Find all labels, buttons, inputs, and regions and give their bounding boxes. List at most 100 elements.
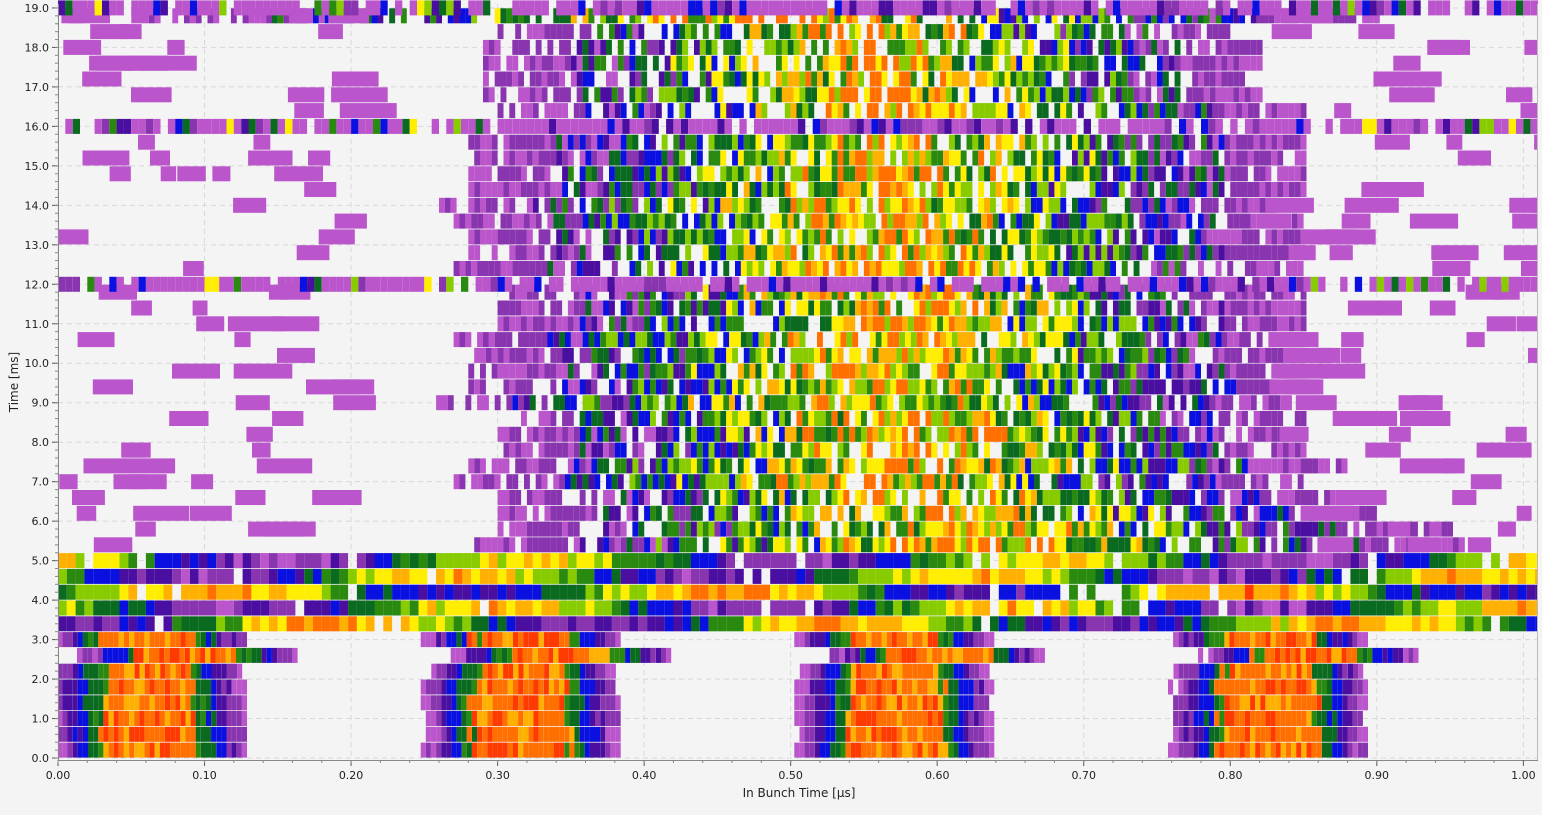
heatmap-cell <box>73 680 78 695</box>
heatmap-cell <box>67 601 76 616</box>
heatmap-cell <box>1337 743 1342 758</box>
heatmap-cell <box>671 395 677 410</box>
heatmap-cell <box>978 229 984 244</box>
heatmap-cell <box>688 332 694 347</box>
heatmap-cell <box>82 648 87 663</box>
heatmap-cell <box>1342 680 1347 695</box>
heatmap-cell <box>802 198 808 213</box>
heatmap-cell <box>902 695 907 710</box>
heatmap-cell <box>892 680 897 695</box>
heatmap-cell <box>838 427 844 442</box>
heatmap-cell <box>958 214 964 229</box>
heatmap-cell <box>996 411 1002 426</box>
heatmap-cell <box>124 680 129 695</box>
heatmap-cell <box>1274 277 1281 292</box>
heatmap-cell <box>830 695 835 710</box>
heatmap-cell <box>461 277 468 292</box>
heatmap-cell <box>539 427 545 442</box>
heatmap-cell <box>164 601 173 616</box>
heatmap-cell <box>153 277 160 292</box>
heatmap-cell <box>835 648 840 663</box>
heatmap-cell <box>1066 458 1072 473</box>
heatmap-cell <box>691 348 697 363</box>
heatmap-cell <box>858 616 867 631</box>
heatmap-cell <box>938 664 943 679</box>
heatmap-cell <box>68 743 73 758</box>
heatmap-cell <box>586 585 595 600</box>
heatmap-cell <box>1277 458 1283 473</box>
heatmap-cell <box>489 569 498 584</box>
heatmap-cell <box>744 379 750 394</box>
heatmap-cell <box>791 379 797 394</box>
heatmap-cell <box>1245 601 1254 616</box>
heatmap-cell <box>1016 569 1025 584</box>
heatmap-cell <box>814 443 820 458</box>
heatmap-cell <box>460 474 466 489</box>
heatmap-cell <box>1271 553 1280 568</box>
heatmap-cell <box>1101 316 1107 331</box>
heatmap-cell <box>817 261 823 276</box>
heatmap-cell <box>571 332 577 347</box>
heatmap-cell <box>165 632 170 647</box>
heatmap-cell <box>1078 411 1084 426</box>
heatmap-cell <box>1283 229 1289 244</box>
heatmap-cell <box>931 411 937 426</box>
heatmap-cell <box>523 695 528 710</box>
heatmap-cell <box>574 537 580 552</box>
heatmap-cell <box>703 245 709 260</box>
heatmap-cell <box>1096 537 1102 552</box>
heatmap-cell <box>832 569 841 584</box>
heatmap-cell <box>644 490 650 505</box>
heatmap-cell <box>656 198 662 213</box>
heatmap-cell <box>841 616 850 631</box>
heatmap-cell <box>1173 711 1178 726</box>
heatmap-cell <box>451 695 456 710</box>
heatmap-cell <box>1096 522 1102 537</box>
heatmap-cell <box>515 364 521 379</box>
heatmap-cell <box>961 229 967 244</box>
heatmap-cell <box>879 277 886 292</box>
heatmap-cell <box>890 198 896 213</box>
heatmap-cell <box>968 648 973 663</box>
heatmap-cell <box>782 261 788 276</box>
heatmap-cell <box>1060 379 1066 394</box>
heatmap-cell <box>706 332 712 347</box>
heatmap-cell <box>785 198 791 213</box>
heatmap-cell <box>650 198 656 213</box>
heatmap-cell <box>550 411 556 426</box>
heatmap-cell <box>1213 427 1219 442</box>
heatmap-cell <box>1230 277 1237 292</box>
heatmap-cell <box>656 569 665 584</box>
heatmap-cell <box>864 474 870 489</box>
heatmap-cell <box>866 680 871 695</box>
heatmap-cell <box>471 585 480 600</box>
heatmap-cell <box>1277 490 1283 505</box>
heatmap-cell <box>1046 332 1052 347</box>
heatmap-cell <box>1194 727 1199 742</box>
heatmap-cell <box>691 585 700 600</box>
heatmap-cell <box>1052 261 1058 276</box>
heatmap-cell <box>533 301 539 316</box>
heatmap-cell <box>1292 214 1298 229</box>
heatmap-cell <box>937 522 943 537</box>
heatmap-cell <box>720 537 726 552</box>
heatmap-cell <box>1201 427 1207 442</box>
heatmap-cell <box>1145 332 1151 347</box>
heatmap-cell <box>1157 474 1163 489</box>
heatmap-cell <box>1096 348 1102 363</box>
heatmap-cell <box>1337 632 1342 647</box>
heatmap-cell <box>887 632 892 647</box>
heatmap-cell <box>1292 664 1297 679</box>
heatmap-cell <box>931 506 937 521</box>
heatmap-cell <box>920 198 926 213</box>
heatmap-cell <box>339 616 348 631</box>
heatmap-cell <box>1430 585 1439 600</box>
heatmap-cell <box>1134 395 1140 410</box>
heatmap-cell <box>691 301 697 316</box>
heatmap-cell <box>871 695 876 710</box>
heatmap-cell <box>802 427 808 442</box>
heatmap-cell <box>307 277 314 292</box>
heatmap-cell <box>1224 648 1229 663</box>
heatmap-cell <box>488 664 493 679</box>
heatmap-cell <box>1398 648 1403 663</box>
